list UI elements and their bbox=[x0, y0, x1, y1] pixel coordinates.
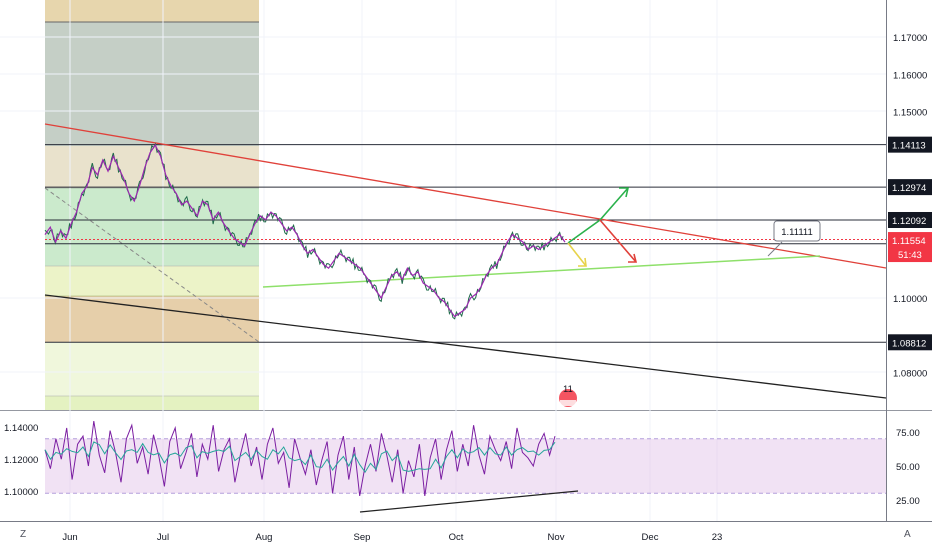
time-tick: Nov bbox=[548, 532, 565, 543]
red-arrowhead bbox=[628, 253, 638, 263]
price-note-callout[interactable]: 1.11111 bbox=[767, 220, 821, 257]
current-price-label: 1.11554 bbox=[892, 236, 926, 247]
yellow-arrow bbox=[567, 242, 587, 267]
time-tick: Sep bbox=[354, 532, 371, 543]
osc-trendline bbox=[359, 490, 579, 513]
current-price-badge bbox=[888, 232, 932, 263]
osc-right-tick: 75.00 bbox=[896, 428, 920, 439]
price-series bbox=[44, 142, 566, 320]
level-label: 1.14113 bbox=[892, 141, 926, 152]
time-axis[interactable]: Jun Jul Aug Sep Oct Nov Dec 23 bbox=[62, 532, 722, 543]
price-tick: 1.15000 bbox=[893, 108, 927, 119]
price-moving-average bbox=[44, 143, 566, 318]
level-label: 1.12974 bbox=[892, 183, 926, 194]
osc-left-tick: 1.14000 bbox=[4, 423, 38, 434]
red-arrow bbox=[599, 219, 637, 263]
time-tick: 23 bbox=[712, 532, 723, 543]
oscillator-panel bbox=[0, 411, 886, 521]
yellow-arrowhead bbox=[578, 257, 587, 267]
level-badge bbox=[888, 136, 932, 153]
green-arrowhead bbox=[619, 187, 629, 198]
oscillator-axes: 1.14000 1.12000 1.10000 75.00 50.00 25.00 bbox=[4, 423, 920, 507]
price-tick: 1.17000 bbox=[893, 33, 927, 44]
event-icon-label: 11 bbox=[563, 384, 573, 395]
price-tick: 1.10000 bbox=[893, 294, 927, 305]
event-icon[interactable]: 11 bbox=[559, 384, 577, 407]
osc-right-tick: 25.00 bbox=[896, 496, 920, 507]
time-tick: Jun bbox=[62, 532, 77, 543]
time-tick: Oct bbox=[449, 532, 464, 543]
countdown-label: 51:43 bbox=[898, 250, 922, 261]
level-label: 1.12092 bbox=[892, 216, 926, 227]
price-tick: 1.16000 bbox=[893, 70, 927, 81]
grid-lines bbox=[0, 0, 886, 521]
level-badge bbox=[888, 179, 932, 196]
auto-scale-a[interactable]: A bbox=[904, 529, 911, 540]
zoom-toggle-z[interactable]: Z bbox=[20, 529, 27, 540]
level-badge bbox=[888, 334, 932, 351]
green-trendline bbox=[262, 255, 821, 288]
time-tick: Dec bbox=[642, 532, 659, 543]
price-tick: 1.08000 bbox=[893, 369, 927, 380]
price-axis[interactable]: 1.141131.129741.120921.114541.088121.170… bbox=[888, 33, 932, 380]
price-note-label: 1.11111 bbox=[781, 227, 813, 238]
osc-left-tick: 1.12000 bbox=[4, 455, 38, 466]
scenario-arrows bbox=[567, 187, 638, 267]
trend-lines bbox=[44, 123, 887, 399]
osc-signal bbox=[44, 441, 556, 474]
black-trendline bbox=[44, 294, 887, 399]
time-tick: Aug bbox=[256, 532, 273, 543]
red-trendline bbox=[44, 123, 887, 269]
osc-left-tick: 1.10000 bbox=[4, 487, 38, 498]
osc-band bbox=[45, 438, 886, 494]
level-badge bbox=[888, 211, 932, 228]
osc-right-tick: 50.00 bbox=[896, 462, 920, 473]
time-tick: Jul bbox=[157, 532, 169, 543]
level-label: 1.08812 bbox=[892, 338, 926, 349]
zone-shading bbox=[44, 0, 260, 410]
oscillator-series bbox=[44, 421, 886, 513]
